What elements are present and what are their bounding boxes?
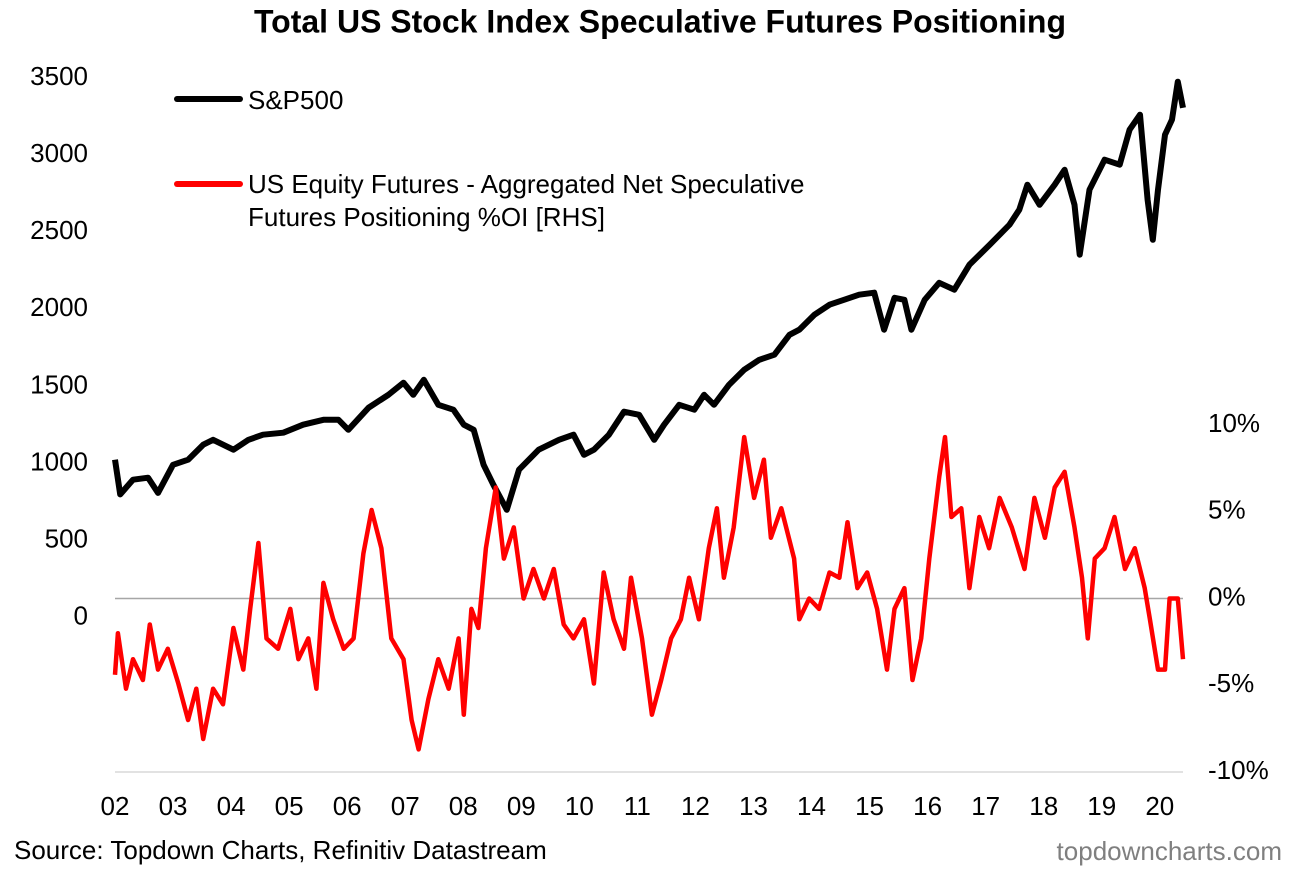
y-tick-label: 3000 [30,138,88,168]
y2-tick-label: 5% [1208,495,1246,525]
x-tick-label: 13 [739,791,768,821]
x-tick-label: 15 [855,791,884,821]
x-tick-label: 08 [449,791,478,821]
y-tick-label: 2000 [30,292,88,322]
x-tick-label: 18 [1029,791,1058,821]
x-tick-label: 05 [275,791,304,821]
legend-label: US Equity Futures - Aggregated Net Specu… [248,169,805,232]
x-tick-label: 03 [159,791,188,821]
x-tick-label: 16 [913,791,942,821]
x-tick-label: 14 [797,791,826,821]
chart-title: Total US Stock Index Speculative Futures… [254,3,1066,39]
y2-tick-label: -10% [1208,755,1269,785]
x-tick-label: 07 [391,791,420,821]
x-tick-label: 12 [681,791,710,821]
source: Source: Topdown Charts, Refinitiv Datast… [14,835,547,865]
y-tick-label: 0 [74,601,88,631]
y2-tick-label: 0% [1208,581,1246,611]
series-line [112,434,1186,752]
x-tick-label: 04 [217,791,246,821]
x-tick-label: 06 [333,791,362,821]
y2-tick-label: 10% [1208,408,1260,438]
x-tick-label: 10 [565,791,594,821]
y2-tick-label: -5% [1208,668,1254,698]
x-tick-label: 11 [624,791,651,821]
y-tick-label: 1000 [30,446,88,476]
y-tick-label: 3500 [30,61,88,91]
x-tick-label: 20 [1145,791,1174,821]
y-tick-label: 1500 [30,369,88,399]
x-tick-label: 09 [507,791,536,821]
legend-label: S&P500 [248,85,344,115]
y-tick-label: 500 [45,524,88,554]
x-tick-label: 19 [1087,791,1116,821]
series-line [112,78,1186,513]
y-tick-label: 2500 [30,215,88,245]
x-tick-label: 17 [971,791,1000,821]
watermark: topdowncharts.com [1057,836,1282,866]
x-tick-label: 02 [101,791,130,821]
